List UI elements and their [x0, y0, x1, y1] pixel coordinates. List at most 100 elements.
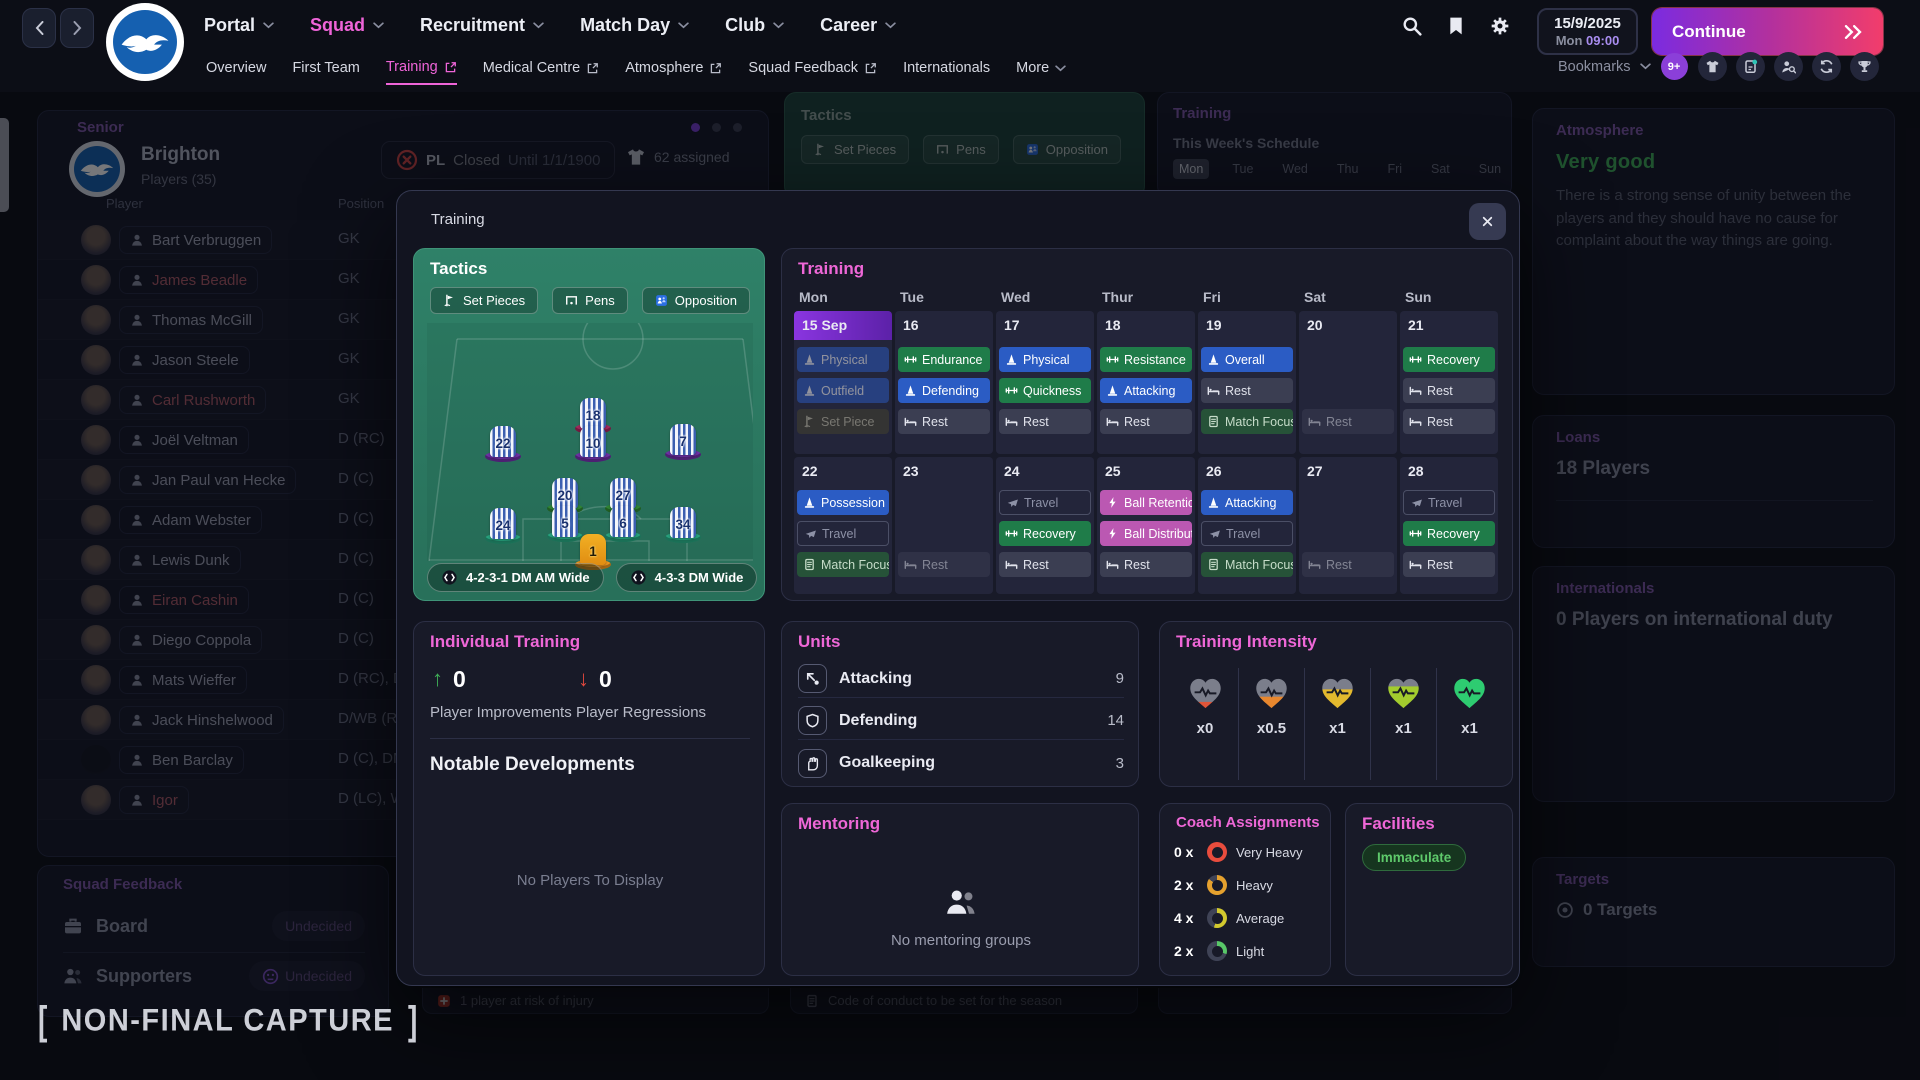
calendar-day-28[interactable]: 28 Travel Recovery Rest — [1400, 457, 1498, 594]
coach-row-heavy[interactable]: 2 x Heavy — [1174, 873, 1320, 897]
intensity-level-2[interactable]: x1 — [1304, 668, 1370, 780]
session-defending[interactable]: Defending — [898, 378, 990, 403]
calendar-day-20[interactable]: 20 Rest — [1299, 311, 1397, 454]
session-match-focus[interactable]: Match Focus — [797, 552, 889, 577]
session-endurance[interactable]: Endurance — [898, 347, 990, 372]
intensity-level-4[interactable]: x1 — [1436, 668, 1502, 780]
session-rest[interactable]: Rest — [898, 409, 990, 434]
session-travel[interactable]: Travel — [1201, 521, 1293, 546]
coach-row-very-heavy[interactable]: 0 x Very Heavy — [1174, 840, 1320, 864]
chevron-down-icon[interactable] — [1639, 63, 1651, 70]
tactics-button-opposition[interactable]: Opposition — [641, 287, 750, 314]
session-attacking[interactable]: Attacking — [1100, 378, 1192, 403]
close-button[interactable] — [1469, 203, 1506, 240]
sub-nav-overview[interactable]: Overview — [206, 51, 266, 85]
tactics-button-set-pieces[interactable]: Set Pieces — [430, 287, 539, 314]
pitch-player-24[interactable]: 24 — [484, 501, 522, 544]
game-date[interactable]: 15/9/2025 Mon 09:00 — [1537, 8, 1638, 55]
gear-icon[interactable] — [1490, 16, 1510, 36]
session-set-piece[interactable]: Set Piece — [797, 409, 889, 434]
tray-trophy-icon[interactable] — [1849, 52, 1879, 81]
continue-button[interactable]: Continue — [1652, 8, 1883, 55]
sub-nav-atmosphere[interactable]: Atmosphere — [625, 51, 722, 85]
session-match-focus[interactable]: Match Focus — [1201, 552, 1293, 577]
session-attacking[interactable]: Attacking — [1201, 490, 1293, 515]
session-rest[interactable]: Rest — [1403, 378, 1495, 403]
session-recovery[interactable]: Recovery — [999, 521, 1091, 546]
session-physical[interactable]: Physical — [999, 347, 1091, 372]
tray-scout-icon[interactable] — [1773, 52, 1803, 81]
session-resistance[interactable]: Resistance — [1100, 347, 1192, 372]
session-recovery[interactable]: Recovery — [1403, 347, 1495, 372]
club-crest[interactable] — [106, 3, 184, 81]
calendar-day-22[interactable]: 22 Possession Travel Match Focus — [794, 457, 892, 594]
calendar-day-24[interactable]: 24 Travel Recovery Rest — [996, 457, 1094, 594]
sub-nav-medical-centre[interactable]: Medical Centre — [483, 51, 600, 85]
session-rest[interactable]: Rest — [1100, 409, 1192, 434]
session-quickness[interactable]: Quickness — [999, 378, 1091, 403]
calendar-day-19[interactable]: 19 Overall Rest Match Focus — [1198, 311, 1296, 454]
calendar-day-15-sep[interactable]: 15 Sep Physical Outfield Set Piece — [794, 311, 892, 454]
session-travel[interactable]: Travel — [1403, 490, 1495, 515]
calendar-day-16[interactable]: 16 Endurance Defending Rest — [895, 311, 993, 454]
pitch-player-6[interactable]: 6 — [604, 499, 642, 542]
calendar-day-23[interactable]: 23 Rest — [895, 457, 993, 594]
tactics-card[interactable]: Tactics Set Pieces Pens Opposition 18 22 10 7… — [413, 248, 765, 601]
unit-row-defending[interactable]: Defending 14 — [798, 702, 1124, 740]
session-ball-distribution[interactable]: Ball Distribution — [1100, 521, 1192, 546]
main-nav-career[interactable]: Career — [820, 15, 896, 36]
sub-nav-training[interactable]: Training — [385, 51, 457, 85]
session-possession[interactable]: Possession — [797, 490, 889, 515]
session-rest[interactable]: Rest — [1302, 552, 1394, 577]
pitch-player-10[interactable]: 10 — [574, 419, 612, 462]
session-travel[interactable]: Travel — [797, 521, 889, 546]
tray-card-icon[interactable] — [1735, 52, 1765, 81]
session-rest[interactable]: Rest — [1302, 409, 1394, 434]
main-nav-portal[interactable]: Portal — [204, 15, 274, 36]
session-rest[interactable]: Rest — [898, 552, 990, 577]
main-nav-recruitment[interactable]: Recruitment — [420, 15, 544, 36]
coach-row-average[interactable]: 4 x Average — [1174, 906, 1320, 930]
bookmarks-label[interactable]: Bookmarks — [1558, 58, 1631, 75]
calendar-day-26[interactable]: 26 Attacking Travel Match Focus — [1198, 457, 1296, 594]
pitch-player-7[interactable]: 7 — [664, 417, 702, 460]
pitch-player-34[interactable]: 34 — [664, 500, 702, 543]
unit-row-attacking[interactable]: Attacking 9 — [798, 660, 1124, 698]
unit-row-goalkeeping[interactable]: Goalkeeping 3 — [798, 744, 1124, 782]
search-icon[interactable] — [1402, 16, 1422, 36]
bookmark-icon[interactable] — [1446, 16, 1466, 36]
sub-nav-first-team[interactable]: First Team — [292, 51, 359, 85]
calendar-day-21[interactable]: 21 Recovery Rest Rest — [1400, 311, 1498, 454]
session-rest[interactable]: Rest — [1201, 378, 1293, 403]
session-match-focus[interactable]: Match Focus — [1201, 409, 1293, 434]
session-overall[interactable]: Overall — [1201, 347, 1293, 372]
main-nav-squad[interactable]: Squad — [310, 15, 384, 36]
nav-forward-button[interactable] — [60, 8, 94, 48]
tactics-button-pens[interactable]: Pens — [552, 287, 628, 314]
session-rest[interactable]: Rest — [1403, 409, 1495, 434]
session-rest[interactable]: Rest — [1100, 552, 1192, 577]
pitch-player-22[interactable]: 22 — [484, 419, 522, 462]
formation-4-3-3-dm-wide[interactable]: 4-3-3 DM Wide — [615, 563, 758, 592]
tray-chat-icon[interactable]: 9+ — [1660, 52, 1689, 81]
formation-4-2-3-1-dm-am-wide[interactable]: 4-2-3-1 DM AM Wide — [427, 563, 604, 592]
session-rest[interactable]: Rest — [999, 409, 1091, 434]
session-rest[interactable]: Rest — [1403, 552, 1495, 577]
session-recovery[interactable]: Recovery — [1403, 521, 1495, 546]
main-nav-match-day[interactable]: Match Day — [580, 15, 689, 36]
calendar-day-17[interactable]: 17 Physical Quickness Rest — [996, 311, 1094, 454]
calendar-day-27[interactable]: 27 Rest — [1299, 457, 1397, 594]
coach-row-light[interactable]: 2 x Light — [1174, 939, 1320, 963]
session-travel[interactable]: Travel — [999, 490, 1091, 515]
sub-nav-internationals[interactable]: Internationals — [903, 51, 990, 85]
tray-shirt-icon[interactable] — [1697, 52, 1727, 81]
intensity-level-1[interactable]: x0.5 — [1238, 668, 1304, 780]
session-outfield[interactable]: Outfield — [797, 378, 889, 403]
session-physical[interactable]: Physical — [797, 347, 889, 372]
intensity-level-3[interactable]: x1 — [1370, 668, 1436, 780]
calendar-day-25[interactable]: 25 Ball Retention Ball Distribution Rest — [1097, 457, 1195, 594]
calendar-day-18[interactable]: 18 Resistance Attacking Rest — [1097, 311, 1195, 454]
main-nav-club[interactable]: Club — [725, 15, 784, 36]
sub-nav-squad-feedback[interactable]: Squad Feedback — [748, 51, 877, 85]
pitch-player-5[interactable]: 5 — [546, 499, 584, 542]
